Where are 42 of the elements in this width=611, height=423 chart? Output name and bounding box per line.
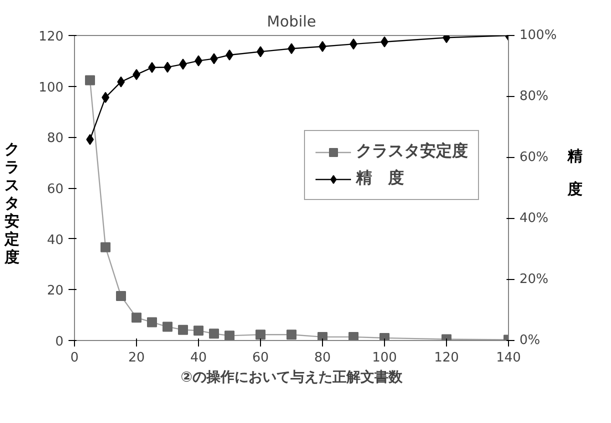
y-tick-label: 80 [46,131,64,146]
point [178,324,188,335]
y-tick-label: 60 [46,182,64,197]
point [286,330,296,340]
point [147,317,157,328]
y2-tick-label: 60% [520,150,548,165]
point [209,328,219,339]
y-tick-label: 100 [38,80,64,96]
legend-label: クラスタ安定度 [356,141,468,162]
y-tick-label: 20 [46,284,64,299]
point [194,326,204,336]
chart-title: Mobile [266,12,316,30]
y2-axis-title: 精度 [568,146,582,200]
point [132,312,142,323]
x-tick-label: 140 [496,350,521,366]
y2-tick-label: 20% [520,272,548,287]
point [318,332,328,340]
x-tick-label: 20 [128,350,145,366]
y-axis-title: クラスタ安定度 [4,140,20,266]
x-axis-title: ②の操作において与えた正解文書数 [180,368,404,386]
y-tick-label: 120 [38,30,64,44]
legend-label: 精 度 [356,168,404,189]
x-tick-label: 40 [190,350,207,366]
point [380,332,390,340]
x-tick-label: 80 [314,350,331,366]
y2-tick-label: 40% [520,211,548,226]
point [162,322,172,332]
point [256,330,266,340]
point [348,332,358,340]
point [85,75,95,86]
y2-tick-label: 80% [520,89,548,104]
y2-tick-label: 100% [520,28,557,43]
y-tick-label: 0 [55,334,64,350]
x-tick-label: 60 [252,350,269,366]
y2-tick-label: 0% [520,333,540,348]
point [116,291,126,302]
y-tick-label: 40 [46,232,64,248]
x-tick-label: 120 [434,350,459,366]
x-tick-label: 0 [70,350,79,366]
point [100,242,110,252]
point [224,330,234,340]
x-tick-label: 100 [372,350,397,366]
